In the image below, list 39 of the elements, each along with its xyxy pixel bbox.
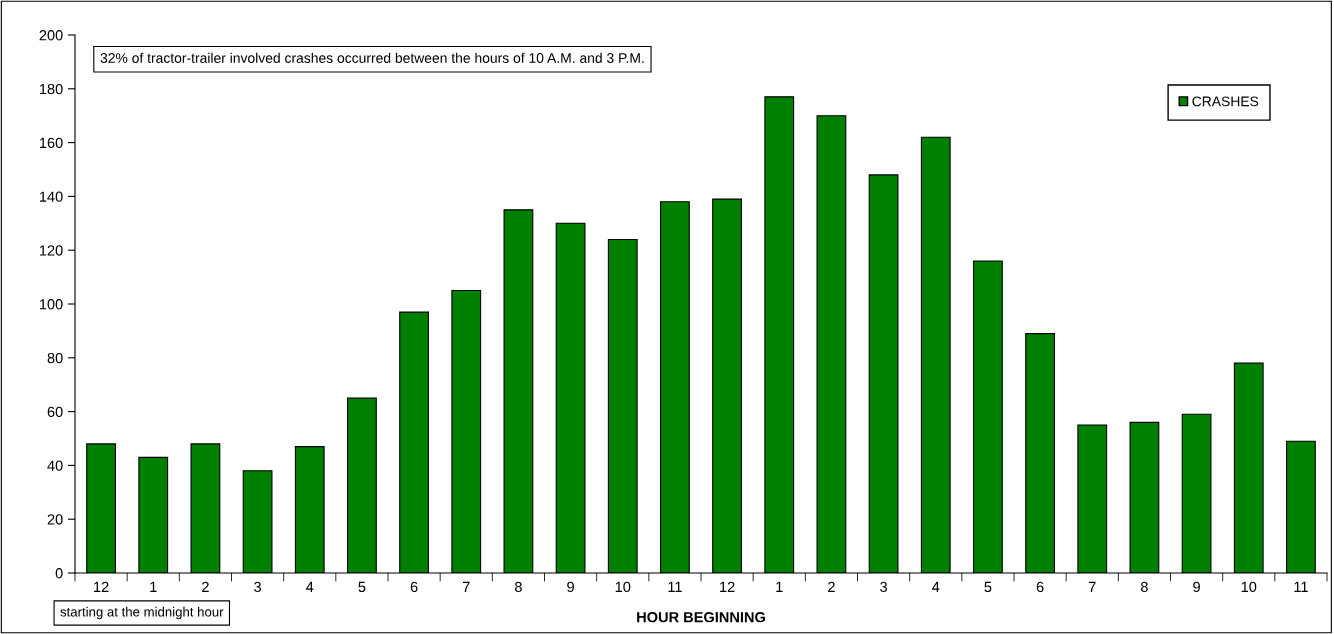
x-tick-label: 2 [202, 581, 209, 592]
x-tick-label: 7 [1088, 581, 1096, 592]
x-tick-label: 9 [567, 581, 574, 593]
x-tick-label: 3 [880, 581, 887, 593]
x-tick-label: 7 [462, 581, 470, 592]
x-axis-title: HOUR BEGINNING [637, 611, 765, 623]
x-tick-label: 8 [1141, 581, 1148, 593]
y-tick-label: 160 [39, 137, 63, 149]
y-tick-label: 140 [39, 191, 63, 202]
y-tick-label: 200 [39, 30, 63, 41]
x-tick-label: 8 [515, 581, 522, 593]
y-tick-label: 100 [39, 299, 63, 310]
legend-label: CRASHES [1192, 96, 1259, 107]
x-tick-label: 11 [1294, 581, 1308, 592]
x-tick-label: 5 [358, 581, 366, 593]
x-tick-label: 1 [776, 581, 783, 592]
x-tick-label: 2 [828, 581, 835, 592]
text: starting at the midnight hour [60, 606, 224, 620]
y-tick-label: 80 [47, 352, 63, 364]
x-tick-label: 10 [615, 581, 631, 593]
x-tick-label: 6 [410, 581, 418, 593]
y-tick-label: 60 [47, 406, 63, 418]
y-tick-label: 20 [47, 514, 63, 525]
y-tick-label: 40 [47, 460, 63, 471]
annotation: 32% of tractor-trailer involved crashes occurred between the hours of 10 A.M. and 3 P.M. [100, 52, 644, 63]
x-tick-label: 10 [1241, 581, 1257, 593]
y-tick-label: 0 [55, 568, 63, 579]
x-tick-label: 4 [932, 581, 940, 592]
x-tick-label: 12 [94, 581, 109, 592]
y-tick-label: 120 [39, 245, 63, 256]
x-tick-label: 6 [1036, 581, 1044, 593]
y-tick-label: 180 [39, 83, 63, 95]
x-tick-label: 1 [150, 581, 157, 592]
x-tick-label: 5 [984, 581, 992, 593]
x-tick-label: 4 [306, 581, 314, 592]
x-tick-label: 12 [720, 581, 735, 592]
x-tick-label: 9 [1193, 581, 1200, 593]
x-tick-label: 3 [254, 581, 261, 593]
x-tick-label: 11 [668, 581, 682, 592]
